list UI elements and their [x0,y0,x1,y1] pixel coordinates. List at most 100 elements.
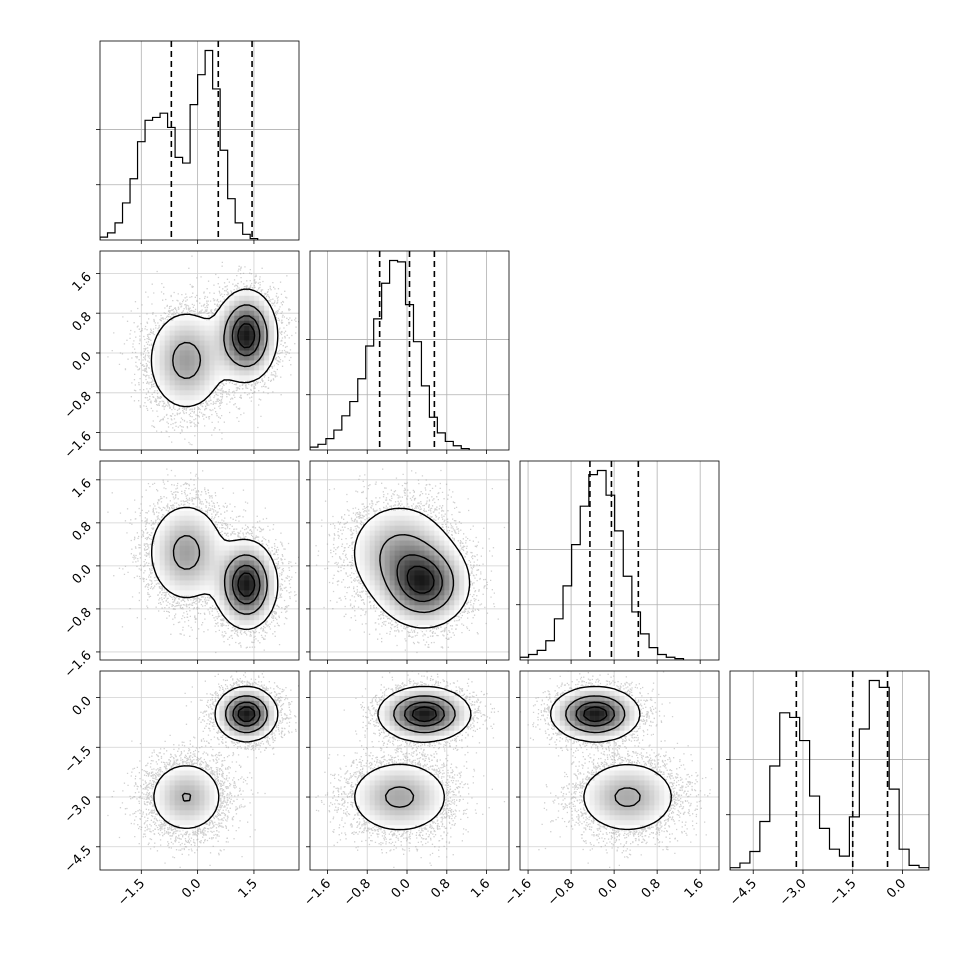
density-cell [164,775,170,781]
density-cell [354,800,361,806]
density-cell [269,580,275,586]
density-cell [199,355,205,361]
density-cell [634,790,640,796]
density-cell [184,775,190,781]
density-cell [179,560,185,566]
density-cell [269,345,275,351]
density-cell [434,800,440,806]
density-cell [234,375,240,381]
density-cell [444,600,450,606]
panel-frame [729,670,930,871]
density-cell [629,800,635,806]
density-cell [174,815,180,821]
density-cell [209,335,215,341]
density-cell [389,610,395,616]
density-cell [664,790,670,796]
density-cell [259,355,265,361]
density-cell [419,710,425,717]
density-cell [404,530,410,536]
density-cell [634,765,640,771]
density-cell [184,390,190,396]
density-cell [409,780,415,786]
density-cell [169,525,175,531]
density-cell [254,375,260,381]
density-cell [434,705,440,712]
density-cell [619,810,625,816]
density-cell [219,545,225,551]
density-cell [244,365,250,371]
density-cell [174,550,180,556]
density-cell [174,325,180,331]
panel-2-1 [306,460,510,664]
density-cell [219,310,225,316]
density-cell [564,690,571,697]
panel-plot-area [520,671,719,870]
density-cell [184,350,190,356]
density-cell [264,605,270,611]
density-cell [214,325,220,331]
density-cell [209,315,215,321]
density-cell [189,580,195,586]
density-cell [639,815,645,821]
density-cell [249,620,255,626]
density-cell [219,375,225,381]
density-cell [374,770,380,776]
density-cell [374,515,380,521]
density-cell [244,345,250,351]
density-cell [244,360,250,366]
density-cell [639,795,645,801]
density-cell [389,545,395,551]
density-cell [169,550,175,556]
density-cell [209,350,215,356]
density-cell [649,780,655,786]
density-cell [224,540,230,546]
density-cell [604,800,610,806]
density-cell [169,530,175,536]
density-cell [354,545,361,551]
density-cell [559,715,566,722]
density-cell [404,770,410,776]
density-cell [414,560,420,566]
density-cell [374,815,380,821]
density-cell [169,820,175,826]
density-cell [174,520,180,526]
density-cell [379,550,385,556]
density-cell [619,790,625,796]
density-cell [439,565,445,571]
density-cell [159,580,165,586]
density-cell [164,800,170,806]
density-cell [594,685,600,692]
density-cell [399,720,405,727]
density-cell [429,580,435,586]
density-cell [229,375,235,381]
density-cell [574,705,580,712]
density-cell [429,555,435,561]
density-cell [194,570,200,576]
density-cell [194,390,200,396]
density-cell [269,705,275,712]
density-cell [189,790,195,796]
density-cell [384,800,390,806]
density-cell [414,735,420,741]
density-cell [174,545,180,551]
panel-frame [99,40,300,241]
panel-plot-area [100,41,299,240]
density-cell [404,805,410,811]
density-cell [384,540,390,546]
density-cell [459,725,465,731]
density-cell [204,555,210,561]
density-cell [424,560,430,566]
density-cell [229,540,235,546]
density-cell [199,385,205,391]
density-cell [399,610,405,616]
density-cell [184,590,190,596]
x-tick-label: −0.8 [545,876,578,909]
contour-line [411,706,437,723]
density-cell [179,365,185,371]
density-cell [389,775,395,781]
density-cell [154,800,160,806]
density-cell [624,725,630,731]
density-cell [399,710,405,717]
density-cell [214,530,220,536]
density-cell [219,720,225,727]
